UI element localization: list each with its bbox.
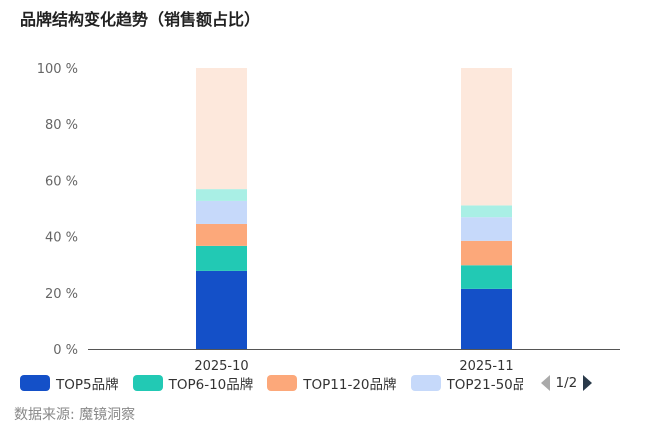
bar-segment[interactable] (196, 200, 247, 224)
legend-item[interactable]: TOP5品牌 (20, 373, 119, 393)
bar-segment[interactable] (196, 223, 247, 246)
data-source: 数据来源: 魔镜洞察 (14, 407, 136, 423)
y-tick-label: 100 % (37, 62, 78, 77)
legend-item[interactable]: TOP11-20品牌 (267, 373, 397, 393)
legend-swatch (410, 375, 441, 391)
y-tick-label: 60 % (45, 174, 78, 189)
legend-label: TOP11-20品牌 (303, 377, 397, 393)
bar-segment[interactable] (461, 217, 512, 241)
y-tick-label: 0 % (53, 343, 78, 358)
legend-item[interactable]: TOP21-50品牌 (410, 373, 523, 393)
bar-segment[interactable] (196, 270, 247, 349)
bar-segment[interactable] (196, 189, 247, 201)
x-tick-label: 2025-11 (459, 359, 513, 374)
page-indicator: 1/2 (555, 375, 578, 391)
legend-swatch (20, 375, 50, 391)
next-page-icon[interactable] (583, 375, 593, 391)
stacked-bar-chart: 0 % 20 % 40 % 60 % 80 % 100 % 2025-10 2025-11 (37, 62, 620, 374)
bar-segment[interactable] (196, 245, 247, 271)
y-tick-label: 40 % (45, 231, 78, 246)
legend-pager: 1/2 (540, 375, 593, 391)
legend-label: TOP21-50品牌 (446, 377, 523, 393)
y-tick-label: 80 % (45, 118, 78, 133)
x-tick-label: 2025-10 (194, 359, 248, 374)
bar-segment[interactable] (461, 205, 512, 218)
chart-title: 品牌结构变化趋势（销售额占比） (20, 10, 261, 29)
legend: TOP5品牌 TOP6-10品牌 TOP11-20品牌 TOP21-50品牌 1/2 (20, 373, 593, 393)
prev-page-icon[interactable] (540, 375, 550, 391)
bar-segment[interactable] (461, 288, 512, 349)
legend-swatch (267, 375, 298, 391)
bar-segment[interactable] (461, 68, 512, 206)
bar-segment[interactable] (461, 240, 512, 266)
legend-item[interactable]: TOP6-10品牌 (132, 373, 254, 393)
legend-swatch (132, 375, 163, 391)
legend-label: TOP5品牌 (56, 377, 119, 393)
bar-segment[interactable] (461, 265, 512, 289)
legend-label: TOP6-10品牌 (168, 377, 254, 393)
y-tick-label: 20 % (45, 287, 78, 302)
bar-segment[interactable] (196, 68, 247, 190)
